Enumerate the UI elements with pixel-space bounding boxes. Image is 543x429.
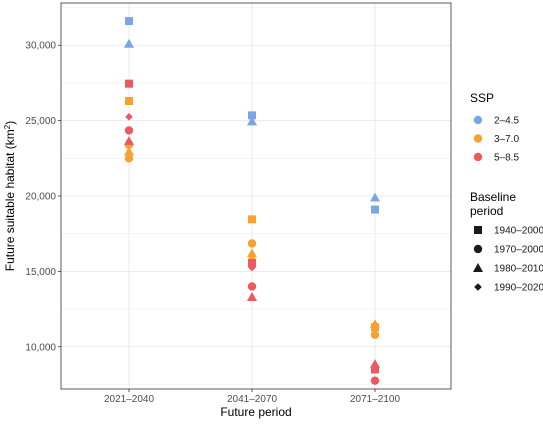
legend-baseline-title-line2: period — [470, 204, 503, 218]
data-point — [247, 239, 257, 248]
y-axis-title-main: Future suitable habitat (km — [3, 129, 17, 271]
x-axis: 2021–2040 2041–2070 2071–2100 — [104, 389, 400, 405]
legend-label: 1940–2000 — [494, 226, 543, 237]
y-tick-label: 10,000 — [25, 342, 56, 353]
data-point — [247, 116, 257, 126]
legend-key-circle — [473, 115, 483, 125]
data-point — [370, 330, 380, 339]
legend-label: 5–8.5 — [494, 153, 519, 164]
data-point — [371, 205, 379, 214]
legend-baseline-title: Baseline — [470, 190, 516, 204]
data-point — [125, 113, 133, 121]
legend-key-circle — [473, 152, 483, 162]
legend-label: 1970–2000 — [494, 245, 543, 256]
data-point — [125, 79, 133, 88]
data-point — [371, 365, 379, 374]
x-axis-title: Future period — [220, 405, 291, 419]
legend-key-circle — [473, 244, 483, 254]
data-point — [370, 192, 380, 202]
y-axis-title-close: ) — [3, 121, 17, 125]
data-point — [247, 248, 257, 258]
legend-ssp-title: SSP — [470, 91, 494, 105]
legend-key-circle — [473, 134, 483, 143]
y-axis: 10,000 15,000 20,000 25,000 30,000 — [25, 41, 61, 353]
x-tick-label: 2071–2100 — [350, 394, 400, 405]
data-point — [248, 259, 256, 268]
data-point — [248, 215, 256, 224]
legend-ssp: 2–4.5 3–7.0 5–8.5 — [473, 115, 519, 164]
data-point — [124, 154, 134, 163]
legend-key-triangle — [473, 263, 483, 272]
data-point — [124, 126, 134, 135]
x-tick-label: 2041–2070 — [227, 394, 277, 405]
y-axis-title: Future suitable habitat (km2) — [3, 121, 17, 272]
x-tick-label: 2021–2040 — [104, 394, 154, 405]
legend-key-square — [474, 226, 482, 234]
legend-label: 2–4.5 — [494, 116, 519, 127]
legend-label: 3–7.0 — [494, 134, 519, 145]
legend-baseline-period: 1940–2000 1970–2000 1980–2010 1990–2020 — [473, 226, 543, 294]
data-point — [247, 292, 257, 302]
legend-label: 1980–2010 — [494, 264, 543, 275]
y-tick-label: 25,000 — [25, 116, 56, 127]
data-point — [248, 263, 256, 272]
data-point — [125, 17, 133, 26]
legend-key-diamond — [474, 283, 482, 291]
y-axis-title-superscript: 2 — [3, 124, 12, 129]
y-tick-label: 30,000 — [25, 41, 56, 52]
data-point — [247, 282, 257, 291]
legend-label: 1990–2020 — [494, 283, 543, 294]
data-point — [124, 38, 134, 48]
data-point — [370, 376, 380, 385]
y-tick-label: 15,000 — [25, 267, 56, 278]
data-point — [124, 135, 134, 145]
data-point — [248, 111, 256, 120]
y-tick-label: 20,000 — [25, 192, 56, 203]
data-points — [124, 17, 380, 385]
data-point — [125, 97, 133, 106]
